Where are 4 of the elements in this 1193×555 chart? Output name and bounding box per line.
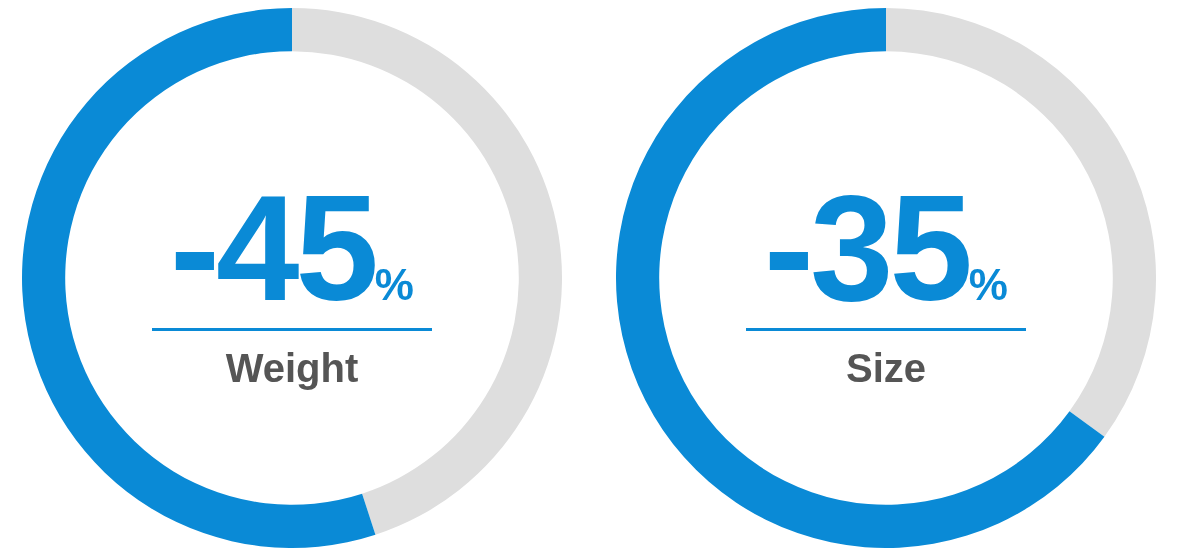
text: -45%	[170, 164, 414, 332]
text: Size	[844, 346, 927, 391]
text: -35%	[764, 164, 1008, 332]
text: Weight	[224, 346, 360, 391]
